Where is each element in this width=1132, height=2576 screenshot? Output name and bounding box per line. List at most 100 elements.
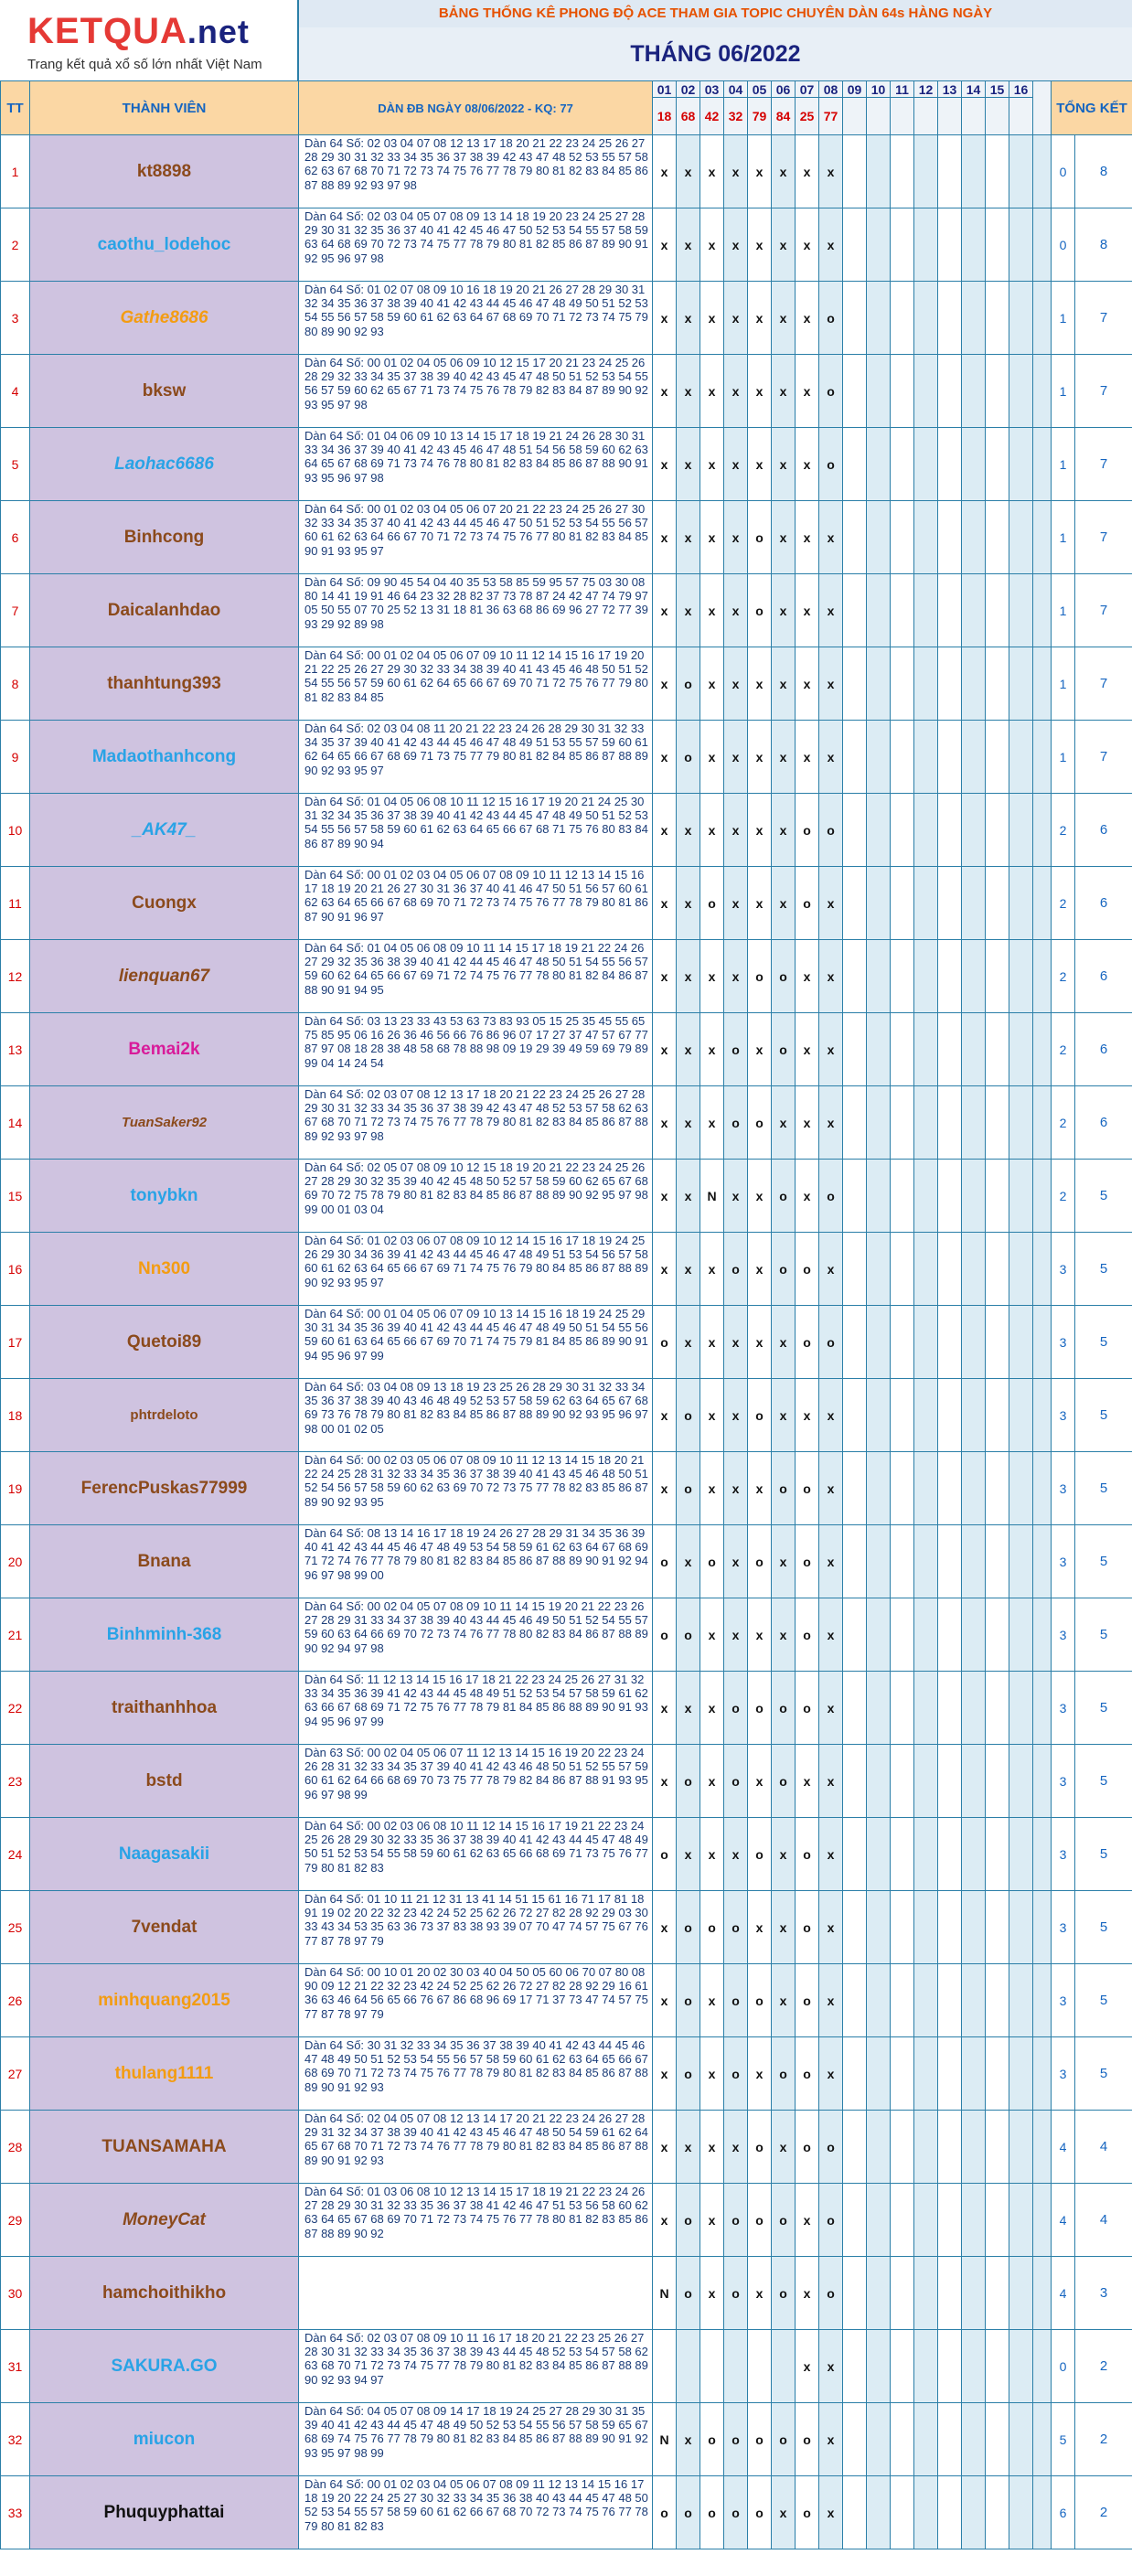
member-name[interactable]: Laohac6686 — [29, 427, 299, 501]
day-mark-empty — [985, 866, 1009, 940]
day-mark: x — [676, 1305, 700, 1379]
member-name[interactable]: TUANSAMAHA — [29, 2110, 299, 2184]
member-name[interactable]: tonybkn — [29, 1159, 299, 1233]
dan-text: Dàn 63 Số: 00 02 04 05 06 07 11 12 13 14… — [304, 1746, 648, 1801]
member-name[interactable]: Daicalanhdao — [29, 573, 299, 647]
dan-numbers: Dàn 64 Số: 02 05 07 08 09 10 12 15 18 19… — [298, 1159, 653, 1233]
member-name[interactable]: Bnana — [29, 1524, 299, 1598]
member-name[interactable]: MoneyCat — [29, 2183, 299, 2257]
member-name[interactable]: caothu_lodehoc — [29, 208, 299, 282]
day-mark-empty — [866, 2329, 891, 2403]
day-mark-empty — [866, 1085, 891, 1160]
day-mark-empty — [890, 1378, 914, 1452]
day-mark-empty — [866, 427, 891, 501]
row-number: 33 — [0, 2475, 30, 2549]
day-mark: x — [771, 1524, 796, 1598]
member-name[interactable]: 7vendat — [29, 1890, 299, 1964]
day-mark: o — [795, 1524, 819, 1598]
score-gap — [1032, 2183, 1052, 2257]
ketqua-logo[interactable]: KETQUA.net Trang kết quả xổ số lớn nhất … — [0, 0, 299, 80]
member-name[interactable]: bstd — [29, 1744, 299, 1818]
score-gap — [1032, 1963, 1052, 2037]
member-name[interactable]: phtrdeloto — [29, 1378, 299, 1452]
member-name[interactable]: FerencPuskas77999 — [29, 1451, 299, 1525]
member-name[interactable]: Nn300 — [29, 1232, 299, 1306]
member-name[interactable]: lienquan67 — [29, 939, 299, 1013]
day-mark-empty — [985, 1671, 1009, 1745]
member-name[interactable]: Naagasakii — [29, 1817, 299, 1891]
day-mark: x — [723, 500, 748, 574]
day-mark: o — [699, 866, 724, 940]
day-mark-empty — [1009, 720, 1033, 794]
day-mark-empty — [1009, 647, 1033, 721]
member-name[interactable]: miucon — [29, 2402, 299, 2476]
day-mark: x — [652, 2036, 677, 2111]
day-mark: x — [699, 134, 724, 208]
day-mark: x — [818, 1524, 843, 1598]
day-mark: o — [723, 1085, 748, 1160]
day-mark-empty — [937, 720, 962, 794]
member-name[interactable]: minhquang2015 — [29, 1963, 299, 2037]
result-day-11 — [890, 97, 914, 135]
day-mark: o — [676, 1890, 700, 1964]
day-mark-empty — [890, 647, 914, 721]
miss-count: 3 — [1051, 1305, 1075, 1379]
day-mark: x — [795, 427, 819, 501]
member-name[interactable]: thulang1111 — [29, 2036, 299, 2111]
member-name[interactable]: _AK47_ — [29, 793, 299, 867]
member-name[interactable]: kt8898 — [29, 134, 299, 208]
total-score: 5 — [1074, 1159, 1132, 1233]
member-name[interactable]: TuanSaker92 — [29, 1085, 299, 1160]
day-mark-empty — [985, 573, 1009, 647]
day-mark: x — [652, 2110, 677, 2184]
day-mark: x — [818, 1963, 843, 2037]
day-mark: o — [771, 1159, 796, 1233]
day-mark: x — [652, 427, 677, 501]
day-mark: x — [771, 1890, 796, 1964]
dan-text: Dàn 64 Số: 00 02 03 06 08 10 11 12 14 15… — [304, 1819, 648, 1875]
day-mark-empty — [866, 134, 891, 208]
miss-count: 1 — [1051, 573, 1075, 647]
member-name[interactable]: Quetoi89 — [29, 1305, 299, 1379]
day-mark-empty — [937, 793, 962, 867]
member-name[interactable]: hamchoithikho — [29, 2256, 299, 2330]
day-mark: x — [771, 720, 796, 794]
header-total: TỔNG KẾT — [1051, 80, 1132, 135]
score-gap — [1032, 720, 1052, 794]
member-name[interactable]: Binhcong — [29, 500, 299, 574]
total-score: 2 — [1074, 2475, 1132, 2549]
member-name[interactable]: traithanhhoa — [29, 1671, 299, 1745]
dan-text: Dàn 64 Số: 00 01 02 03 04 05 06 07 20 21… — [304, 502, 648, 558]
member-name[interactable]: Gathe8686 — [29, 281, 299, 355]
day-mark-empty — [866, 1671, 891, 1745]
member-name[interactable]: thanhtung393 — [29, 647, 299, 721]
day-mark: x — [795, 1159, 819, 1233]
day-mark-empty — [961, 134, 986, 208]
day-mark: x — [699, 939, 724, 1013]
day-mark: x — [723, 1817, 748, 1891]
member-name[interactable]: Binhminh-368 — [29, 1598, 299, 1672]
row-number: 27 — [0, 2036, 30, 2111]
day-mark: x — [699, 1012, 724, 1086]
dan-numbers: Dàn 64 Số: 02 03 04 05 07 08 09 13 14 18… — [298, 208, 653, 282]
day-mark-empty — [1009, 1671, 1033, 1745]
member-name[interactable]: Bemai2k — [29, 1012, 299, 1086]
dan-numbers: Dàn 64 Số: 01 04 05 06 08 10 11 12 15 16… — [298, 793, 653, 867]
member-name[interactable]: Cuongx — [29, 866, 299, 940]
member-name[interactable]: SAKURA.GO — [29, 2329, 299, 2403]
total-score: 7 — [1074, 647, 1132, 721]
member-name[interactable]: bksw — [29, 354, 299, 428]
day-mark: x — [676, 1671, 700, 1745]
day-mark-empty — [913, 866, 938, 940]
day-mark: x — [652, 1890, 677, 1964]
total-score: 8 — [1074, 208, 1132, 282]
day-mark-empty — [890, 2036, 914, 2111]
result-day-02: 68 — [676, 97, 700, 135]
table-row: 21 Binhminh-368 Dàn 64 Số: 00 02 04 05 07 … — [0, 1598, 1132, 1672]
member-name[interactable]: Phuquyphattai — [29, 2475, 299, 2549]
dan-numbers: Dàn 64 Số: 08 13 14 16 17 18 19 24 26 27… — [298, 1524, 653, 1598]
day-mark: o — [795, 2110, 819, 2184]
miss-count: 3 — [1051, 1817, 1075, 1891]
member-name[interactable]: Madaothanhcong — [29, 720, 299, 794]
day-mark: o — [795, 1451, 819, 1525]
